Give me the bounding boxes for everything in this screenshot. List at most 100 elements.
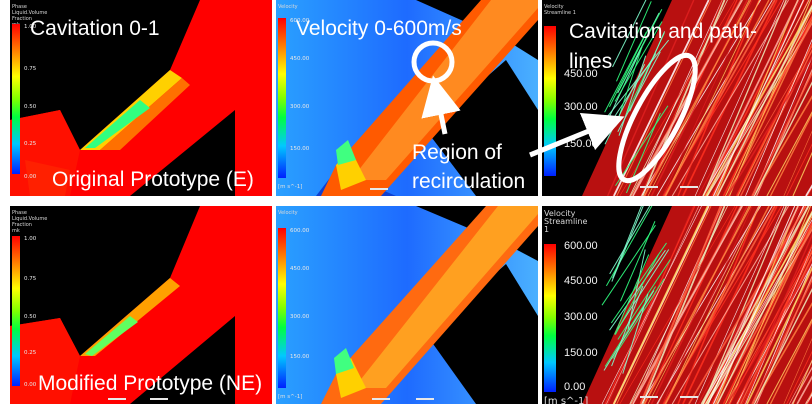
- streamline: [702, 0, 799, 196]
- streamline: [604, 206, 696, 404]
- streamline: [735, 42, 812, 196]
- cavitation-legend: Phase Liquid.Volume Fraction mk 1.00 0.7…: [12, 4, 58, 180]
- scale-bar: [150, 398, 168, 400]
- streamline: [614, 254, 650, 335]
- streamline: [702, 206, 787, 404]
- streamline: [766, 318, 812, 404]
- streamline: [612, 206, 709, 404]
- scale-bar: [370, 188, 388, 190]
- bottom-cavitation-panel: Phase Liquid.Volume Fraction mk 1.00 0.7…: [10, 206, 272, 404]
- tick-label: 300.00: [564, 101, 598, 113]
- streamline: [740, 255, 812, 404]
- tick-label: 450.00: [290, 56, 310, 62]
- streamline: [706, 0, 810, 196]
- streamline: [612, 278, 665, 360]
- legend-title: Phase Liquid.Volume Fraction mk: [12, 210, 48, 234]
- streamline: [677, 206, 760, 404]
- streamline: [604, 286, 657, 367]
- streamline: [725, 215, 812, 404]
- streamline: [611, 206, 644, 282]
- scale-bar: [680, 396, 698, 398]
- streamline: [650, 206, 748, 404]
- streamline: [614, 254, 659, 335]
- unit-label: [m s^-1]: [278, 184, 303, 190]
- streamline-legend: Velocity Streamline 1 450.00 300.00 150.…: [544, 4, 598, 176]
- cavitation-contour-plot: [10, 206, 272, 404]
- streamline: [792, 151, 812, 196]
- streamline: [753, 62, 812, 196]
- streamline: [791, 366, 812, 404]
- streamline: [705, 219, 812, 404]
- streamline: [601, 206, 702, 404]
- streamline: [640, 206, 761, 404]
- unit-label: [m s^-1]: [278, 394, 303, 400]
- tick-label: 450.00: [564, 68, 598, 80]
- bottom-streamline-panel: Velocity Streamline 1 600.00 450.00 300.…: [542, 206, 812, 404]
- legend-title: Velocity: [278, 210, 298, 216]
- streamline: [662, 206, 753, 404]
- streamline: [630, 206, 741, 404]
- streamline: [643, 206, 752, 404]
- streamline-plot: [542, 206, 812, 404]
- streamline: [639, 206, 722, 404]
- tick-label: 600.00: [564, 240, 598, 252]
- streamline: [792, 359, 812, 404]
- top-cavitation-panel: Phase Liquid.Volume Fraction mk 1.00 0.7…: [10, 0, 272, 196]
- velocity-legend: Velocity 600.00 450.00 300.00 150.00 [m …: [278, 210, 324, 400]
- streamline: [632, 206, 743, 404]
- streamline: [769, 112, 812, 196]
- tick-label: 150.00: [564, 347, 598, 359]
- tick-label: 300.00: [290, 314, 310, 320]
- tick-label: 150.00: [290, 354, 310, 360]
- color-scale-bar: [278, 18, 286, 178]
- streamline: [703, 0, 805, 196]
- streamline-caption: Cavitation and path- lines: [569, 20, 757, 73]
- legend-title: Velocity: [278, 4, 298, 10]
- streamline: [712, 206, 805, 404]
- tick-label: 1.00: [24, 24, 37, 30]
- streamline: [766, 111, 812, 196]
- streamline: [783, 337, 812, 404]
- tick-label: 450.00: [564, 275, 598, 287]
- tick-label: 0.50: [24, 104, 37, 110]
- tick-label: 0.25: [24, 350, 37, 356]
- streamline: [753, 288, 812, 404]
- tick-label: 300.00: [564, 311, 598, 323]
- streamline: [694, 206, 785, 404]
- color-scale-bar: [12, 236, 20, 386]
- streamline: [725, 45, 812, 196]
- streamline: [740, 48, 812, 196]
- streamline: [753, 81, 812, 196]
- streamline-legend: Velocity Streamline 1 600.00 450.00 300.…: [544, 210, 598, 404]
- streamline: [736, 263, 812, 404]
- streamline: [617, 259, 671, 340]
- streamline: [657, 206, 760, 404]
- streamline: [722, 14, 812, 196]
- streamline: [706, 15, 812, 196]
- tick-label: 1.00: [24, 236, 37, 242]
- streamline: [753, 268, 812, 404]
- tick-label: 0.75: [24, 66, 37, 72]
- unit-label: [m s^-1]: [544, 396, 589, 404]
- streamline: [746, 266, 812, 404]
- streamline: [603, 290, 655, 371]
- streamline: [605, 206, 653, 287]
- tick-label: 600.00: [290, 18, 310, 24]
- streamline: [716, 210, 812, 404]
- streamline: [706, 221, 812, 404]
- velocity-caption: Velocity 0-600m/s: [296, 17, 462, 40]
- streamline: [706, 206, 810, 404]
- streamline: [753, 95, 812, 196]
- tick-label: 150.00: [564, 138, 598, 150]
- legend-title: Velocity Streamline 1: [544, 4, 576, 16]
- streamline: [786, 143, 812, 196]
- streamline: [716, 4, 812, 196]
- velocity-contour-plot: [276, 206, 538, 404]
- tick-label: 150.00: [290, 146, 310, 152]
- streamline: [606, 206, 700, 404]
- streamline: [738, 233, 812, 404]
- scale-bar: [640, 186, 658, 188]
- streamline: [644, 206, 738, 404]
- velocity-legend: Velocity 600.00 450.00 300.00 150.00 [m …: [278, 4, 324, 190]
- streamline: [601, 224, 656, 306]
